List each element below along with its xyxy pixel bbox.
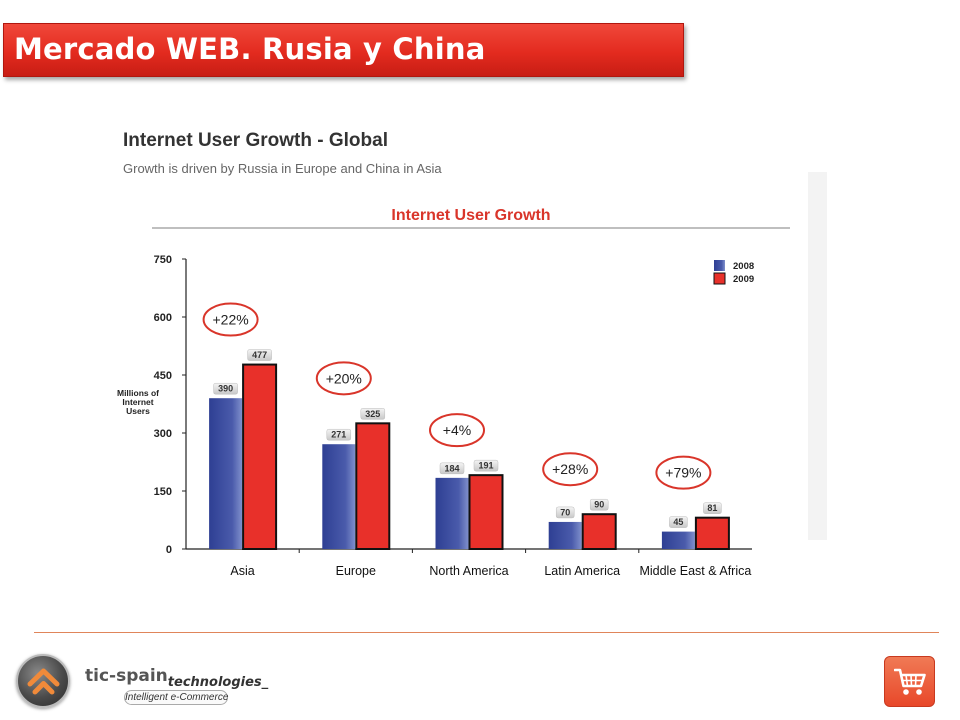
chart-header-title: Internet User Growth - Global bbox=[123, 130, 388, 151]
bar-chart: Internet User Growth 0 150 300 450 600 750 Mill… bbox=[117, 207, 790, 578]
legend-swatch-2009 bbox=[713, 272, 726, 285]
house-arrow-icon bbox=[27, 668, 60, 695]
growth-circle bbox=[655, 455, 712, 490]
bar-2008-latin-america bbox=[548, 521, 582, 549]
bar-2009-north-america bbox=[468, 474, 504, 550]
bar-2008-middle-east-africa bbox=[661, 531, 695, 549]
bar-2008-asia bbox=[209, 398, 243, 549]
slide-title: Mercado WEB. Rusia y China bbox=[14, 32, 486, 66]
bar-2009-middle-east-africa bbox=[694, 516, 730, 550]
data-label-bg bbox=[360, 408, 386, 420]
y-tick-label: 150 bbox=[154, 486, 172, 498]
data-label-2009: 90 bbox=[594, 500, 604, 510]
data-label-bg bbox=[326, 428, 352, 441]
slide-title-banner: Mercado WEB. Rusia y China bbox=[3, 23, 684, 77]
legend-label-2009: 2009 bbox=[733, 274, 754, 285]
growth-label: +4% bbox=[443, 422, 471, 438]
growth-label: +79% bbox=[665, 465, 701, 481]
x-tick-label: North America bbox=[429, 564, 508, 578]
data-label-2009: 477 bbox=[252, 350, 267, 360]
x-tick-label: Middle East & Africa bbox=[639, 564, 751, 578]
footer-divider bbox=[34, 632, 939, 633]
data-label-bg bbox=[439, 462, 465, 475]
y-tick-label: 750 bbox=[154, 254, 172, 266]
x-tick-label: Europe bbox=[336, 564, 376, 578]
chart-header-subtitle: Growth is driven by Russia in Europe and… bbox=[123, 161, 442, 176]
y-axis-label: Millions of Internet Users bbox=[117, 388, 159, 416]
y-tick-label: 450 bbox=[154, 370, 172, 382]
data-label-2008: 390 bbox=[218, 384, 233, 394]
brand-name-main: tic-spain bbox=[85, 666, 168, 686]
data-label-2008: 184 bbox=[444, 463, 459, 473]
data-label-bg bbox=[473, 459, 499, 472]
growth-circle bbox=[202, 302, 259, 337]
y-tick-label: 600 bbox=[154, 312, 172, 324]
x-tick-label: Latin America bbox=[544, 564, 620, 578]
data-label-bg bbox=[669, 516, 688, 528]
bar-2008-north-america bbox=[435, 477, 469, 549]
data-label-2008: 70 bbox=[560, 507, 570, 517]
data-label-2009: 191 bbox=[478, 461, 493, 471]
data-label-bg bbox=[555, 506, 575, 519]
brand-name: tic-spaintechnologies_ bbox=[85, 666, 268, 690]
shopping-cart-icon bbox=[894, 668, 926, 695]
y-tick-label: 300 bbox=[154, 428, 172, 440]
company-logo bbox=[16, 654, 70, 708]
brand-name-suffix: technologies_ bbox=[167, 675, 269, 690]
data-label-2008: 271 bbox=[331, 430, 346, 440]
y-tick-label: 0 bbox=[166, 544, 172, 556]
data-label-2009: 81 bbox=[707, 503, 717, 513]
bar-2009-europe bbox=[355, 422, 391, 551]
growth-label: +20% bbox=[326, 370, 362, 386]
growth-circle bbox=[542, 452, 599, 487]
data-label-bg bbox=[703, 502, 722, 514]
cart-button[interactable] bbox=[884, 656, 935, 707]
data-label-bg bbox=[589, 498, 609, 511]
bar-2009-asia bbox=[242, 363, 278, 550]
data-label-2009: 325 bbox=[365, 409, 380, 419]
bar-2008-europe bbox=[322, 444, 356, 549]
bar-2009-latin-america bbox=[581, 513, 617, 551]
chart-title: Internet User Growth bbox=[391, 207, 550, 224]
growth-label: +22% bbox=[212, 312, 248, 328]
data-label-bg bbox=[247, 349, 272, 361]
brand-tagline: Intelligent e-Commerce bbox=[124, 690, 229, 705]
data-label-2008: 45 bbox=[673, 517, 683, 527]
decorative-strip bbox=[808, 172, 827, 540]
growth-label: +28% bbox=[552, 461, 588, 477]
legend-label-2008: 2008 bbox=[733, 261, 754, 272]
data-label-bg bbox=[213, 382, 238, 395]
growth-circle bbox=[315, 361, 372, 396]
growth-circle bbox=[429, 413, 485, 448]
x-tick-label: Asia bbox=[230, 564, 254, 578]
legend-swatch-2008 bbox=[714, 260, 725, 271]
